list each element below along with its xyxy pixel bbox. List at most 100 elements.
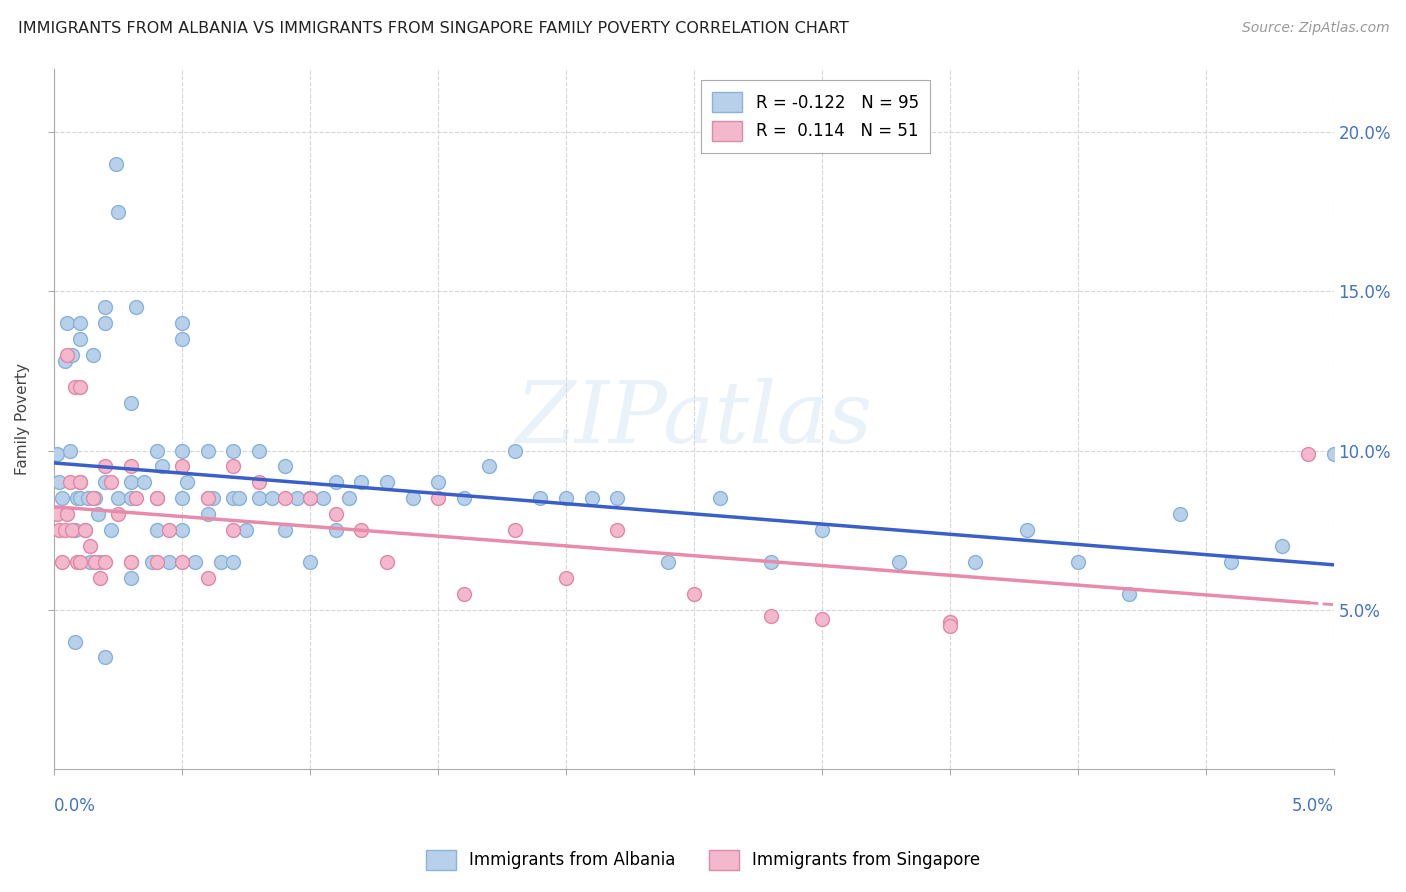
Point <box>197 571 219 585</box>
Point <box>350 523 373 537</box>
Point <box>503 443 526 458</box>
Point <box>48 523 70 537</box>
Point <box>1220 555 1243 569</box>
Point <box>759 609 782 624</box>
Point <box>235 523 257 537</box>
Point <box>104 157 127 171</box>
Point <box>197 491 219 506</box>
Point <box>453 587 475 601</box>
Point <box>555 491 578 506</box>
Point <box>222 443 245 458</box>
Point <box>87 507 110 521</box>
Point <box>69 332 91 346</box>
Point <box>120 459 142 474</box>
Point <box>120 396 142 410</box>
Point <box>84 491 107 506</box>
Point <box>45 507 67 521</box>
Point <box>120 475 142 490</box>
Point <box>939 615 962 630</box>
Point <box>555 571 578 585</box>
Point <box>56 348 79 362</box>
Point <box>79 555 101 569</box>
Point <box>84 555 107 569</box>
Point <box>141 555 163 569</box>
Point <box>66 491 89 506</box>
Point <box>53 354 76 368</box>
Point <box>100 475 122 490</box>
Point <box>120 571 142 585</box>
Point <box>172 316 194 330</box>
Point <box>73 523 96 537</box>
Point <box>94 300 117 314</box>
Point <box>811 612 834 626</box>
Point <box>273 491 295 506</box>
Point <box>709 491 731 506</box>
Point <box>1271 539 1294 553</box>
Point <box>350 475 373 490</box>
Point <box>581 491 603 506</box>
Point <box>172 459 194 474</box>
Point <box>325 523 347 537</box>
Point <box>132 475 155 490</box>
Point <box>478 459 501 474</box>
Point <box>209 555 232 569</box>
Point <box>273 459 295 474</box>
Point <box>94 555 117 569</box>
Point <box>69 475 91 490</box>
Point <box>89 571 111 585</box>
Point <box>89 555 111 569</box>
Point <box>299 491 322 506</box>
Point <box>1067 555 1090 569</box>
Point <box>939 618 962 632</box>
Point <box>69 316 91 330</box>
Point <box>107 491 129 506</box>
Point <box>145 491 167 506</box>
Point <box>145 555 167 569</box>
Point <box>73 523 96 537</box>
Point <box>145 491 167 506</box>
Point <box>299 555 322 569</box>
Point <box>69 380 91 394</box>
Point <box>53 523 76 537</box>
Point <box>325 507 347 521</box>
Point <box>337 491 360 506</box>
Point <box>683 587 706 601</box>
Point <box>172 443 194 458</box>
Point <box>45 447 67 461</box>
Point <box>69 475 91 490</box>
Point <box>197 443 219 458</box>
Point <box>59 475 82 490</box>
Point <box>965 555 987 569</box>
Point <box>76 491 98 506</box>
Point <box>427 491 450 506</box>
Point <box>401 491 423 506</box>
Point <box>172 332 194 346</box>
Point <box>145 523 167 537</box>
Point <box>56 316 79 330</box>
Point <box>159 523 181 537</box>
Point <box>201 491 224 506</box>
Point <box>125 300 148 314</box>
Point <box>759 555 782 569</box>
Point <box>176 475 198 490</box>
Legend: Immigrants from Albania, Immigrants from Singapore: Immigrants from Albania, Immigrants from… <box>419 843 987 877</box>
Point <box>260 491 283 506</box>
Point <box>503 523 526 537</box>
Text: 5.0%: 5.0% <box>1292 797 1334 814</box>
Point <box>197 507 219 521</box>
Point <box>150 459 173 474</box>
Y-axis label: Family Poverty: Family Poverty <box>15 363 30 475</box>
Point <box>427 475 450 490</box>
Point <box>811 523 834 537</box>
Point <box>172 523 194 537</box>
Point <box>657 555 679 569</box>
Point <box>222 491 245 506</box>
Point <box>606 491 628 506</box>
Point <box>100 523 122 537</box>
Point <box>94 475 117 490</box>
Point <box>94 650 117 665</box>
Point <box>56 507 79 521</box>
Point <box>60 523 83 537</box>
Point <box>63 380 86 394</box>
Text: 0.0%: 0.0% <box>55 797 96 814</box>
